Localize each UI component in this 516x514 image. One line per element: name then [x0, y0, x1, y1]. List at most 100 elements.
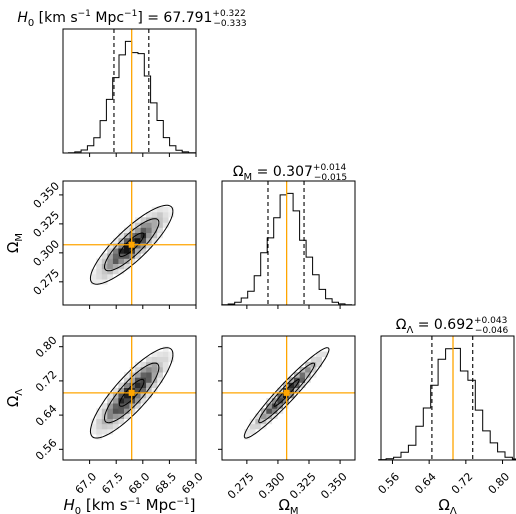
- param-subscript: 0: [28, 18, 34, 29]
- density-cell: [266, 398, 273, 404]
- density-cell: [140, 372, 147, 378]
- title-median: = 67.791: [143, 10, 213, 26]
- density-cell: [112, 413, 119, 419]
- density-cell: [96, 429, 103, 435]
- density-cell: [124, 243, 130, 249]
- density-cell: [168, 212, 175, 218]
- density-cell: [96, 423, 103, 430]
- density-cell: [277, 398, 284, 404]
- contour-OmegaM-H0-2: [89, 204, 174, 285]
- density-cell: [151, 367, 158, 373]
- param-symbol: Ω: [438, 496, 449, 514]
- density-cell: [135, 248, 141, 254]
- contour-OmegaM-H0-1: [103, 218, 160, 272]
- density-cell: [124, 248, 130, 254]
- density-cell: [112, 398, 119, 404]
- param-symbol: H: [17, 10, 28, 26]
- density-cell: [129, 253, 136, 259]
- density-cell: [157, 217, 163, 223]
- density-cell: [101, 418, 108, 425]
- density-cell: [129, 372, 136, 378]
- density-cell: [146, 392, 152, 399]
- density-cell: [124, 392, 130, 399]
- density-cell: [146, 227, 152, 233]
- density-cell: [140, 387, 147, 394]
- density-cell: [151, 212, 158, 218]
- density-cell: [124, 263, 130, 270]
- y-tick-label-OmegaM: 0.350: [31, 180, 62, 211]
- density-cell: [135, 217, 141, 223]
- density-cell: [151, 382, 158, 388]
- density-cell: [157, 361, 163, 368]
- y-tick-label-OmegaL: 0.64: [33, 402, 60, 429]
- density-cell: [277, 408, 284, 414]
- density-cell: [96, 408, 103, 414]
- density-cell: [96, 274, 103, 280]
- density-cell: [112, 423, 119, 430]
- truth-marker: [283, 389, 290, 396]
- density-cell: [129, 232, 136, 239]
- density-cell: [135, 387, 141, 394]
- density-cell: [146, 356, 152, 363]
- density-cell: [244, 429, 250, 435]
- contour-OmegaL-OmegaM-0: [273, 378, 300, 407]
- unit-text: [km s: [81, 496, 128, 514]
- density-cell: [96, 413, 103, 419]
- density-cell: [90, 418, 97, 425]
- x-tick-label-OmegaM: 0.325: [287, 470, 318, 501]
- density-cell: [305, 372, 311, 378]
- y-axis-label-OmegaM: ΩM: [4, 233, 25, 253]
- x-tick-label-H0: 69.0: [179, 470, 206, 497]
- density-cell: [310, 361, 317, 368]
- density-cell: [129, 258, 136, 264]
- density-cell: [151, 227, 158, 233]
- density-cell: [249, 418, 256, 425]
- density-cell: [107, 429, 114, 435]
- y-tick-label-OmegaM: 0.300: [31, 237, 62, 268]
- density-cell: [107, 398, 114, 404]
- y-tick-label-OmegaM: 0.275: [31, 266, 62, 297]
- density-cell: [168, 206, 175, 213]
- density-cell: [101, 429, 108, 435]
- density-cell: [112, 263, 119, 270]
- density-cell: [288, 382, 295, 388]
- density-cell: [101, 268, 108, 275]
- density-cell: [151, 372, 158, 378]
- title-median: = 0.307: [252, 164, 313, 180]
- density-cell: [305, 361, 311, 368]
- density-cell: [112, 418, 119, 425]
- density-cell: [305, 377, 311, 383]
- density-cell: [118, 413, 125, 419]
- density-cell: [129, 403, 136, 409]
- density-cell: [129, 377, 136, 383]
- param-symbol: Ω: [4, 242, 22, 253]
- density-cell: [146, 367, 152, 373]
- density-cell: [146, 387, 152, 394]
- density-cell: [151, 361, 158, 368]
- param-symbol: Ω: [233, 164, 244, 180]
- density-cell: [151, 217, 158, 223]
- density-cell: [107, 423, 114, 430]
- density-cell: [162, 356, 169, 363]
- x-tick-label-OmegaM: 0.275: [225, 470, 256, 501]
- title-err-plus: +0.014: [313, 163, 347, 173]
- density-cell: [124, 413, 130, 419]
- density-cell: [157, 377, 163, 383]
- density-cell: [162, 361, 169, 368]
- density-cell: [146, 243, 152, 249]
- density-cell: [266, 413, 273, 419]
- density-cell: [140, 217, 147, 223]
- density-cell: [255, 423, 262, 430]
- param-subscript: M: [14, 233, 25, 242]
- density-cell: [107, 248, 114, 254]
- density-cell: [146, 377, 152, 383]
- title-err-plus: +0.322: [212, 9, 245, 19]
- x-axis-label-OmegaL: ΩΛ: [438, 496, 456, 514]
- contour-OmegaL-OmegaM-1: [258, 362, 316, 424]
- density-cell: [107, 408, 114, 414]
- density-cell: [107, 392, 114, 399]
- density-cell: [90, 268, 97, 275]
- density-cell: [271, 408, 278, 414]
- density-cell: [151, 356, 158, 363]
